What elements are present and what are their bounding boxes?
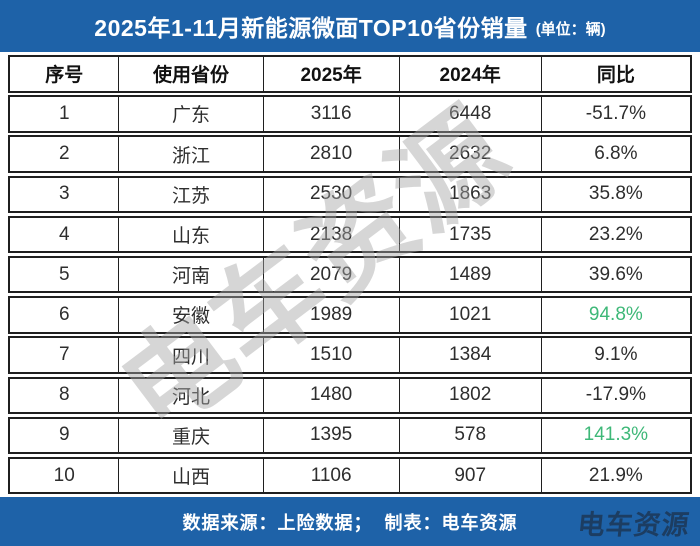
table-row: 9 重庆 1395 578 141.3% [8,416,692,455]
header-cell-3: 2024年 [400,57,542,91]
cell-yoy: 6.8% [594,143,638,165]
cell-y2025: 1480 [264,378,400,412]
cell-y2025: 2530 [264,177,400,212]
cell-yoy: 9.1% [594,344,638,366]
cell-rank: 10 [10,458,120,493]
cell-province: 浙江 [119,137,264,171]
cell-yoy: -17.9% [585,384,646,406]
table-row: 5 河南 2079 1489 39.6% [8,255,692,294]
cell-rank: 9 [10,418,120,453]
cell-y2025: 2810 [264,137,400,171]
page-title: 2025年1-11月新能源微面TOP10省份销量 [94,15,528,41]
cell-rank: 3 [10,177,120,212]
cell-yoy: 21.9% [588,464,643,486]
header-cell-2: 2025年 [264,57,400,91]
cell-yoy: -51.7% [585,102,646,124]
cell-y2024: 907 [400,458,542,493]
cell-y2025: 1989 [264,298,400,332]
cell-y2025: 1510 [264,338,400,372]
cell-yoy: 39.6% [588,263,643,285]
table-row: 8 河北 1480 1802 -17.9% [8,376,692,414]
cell-yoy: 94.8% [588,303,643,325]
cell-rank: 4 [10,217,120,252]
title-unit: (单位：辆) [535,20,606,38]
cell-province: 安徽 [119,298,264,332]
table-row: 6 安徽 1989 1021 94.8% [8,296,692,334]
table-header-row: 序号 使用省份 2025年 2024年 同比 [8,55,692,93]
footer-banner: 数据来源：上险数据； 制表：电车资源 电车资源 [0,497,700,546]
table-row: 4 山东 2138 1735 23.2% [8,215,692,254]
cell-y2024: 1802 [400,378,542,412]
cell-rank: 8 [10,378,120,412]
cell-rank: 1 [10,97,120,131]
header-cell-0: 序号 [10,57,120,91]
cell-y2025: 1106 [264,458,400,493]
cell-y2024: 1735 [400,217,542,252]
table-row: 2 浙江 2810 2632 6.8% [8,135,692,173]
cell-province: 广东 [119,97,264,131]
cell-province: 河南 [119,257,264,292]
cell-yoy: 23.2% [588,223,643,245]
cell-y2024: 1863 [400,177,542,212]
sales-table: 序号 使用省份 2025年 2024年 同比 1 广东 3116 6448 -51.7% 2 浙江 2… [8,55,692,495]
cell-y2025: 3116 [264,97,400,131]
cell-province: 四川 [119,338,264,372]
cell-province: 山东 [119,217,264,252]
cell-rank: 6 [10,298,120,332]
cell-rank: 7 [10,338,120,372]
title-banner: 2025年1-11月新能源微面TOP10省份销量 (单位：辆) [0,0,700,52]
table-row: 1 广东 3116 6448 -51.7% [8,95,692,133]
cell-province: 山西 [119,458,264,493]
cell-y2024: 1489 [400,257,542,292]
cell-y2024: 1021 [400,298,542,332]
cell-rank: 5 [10,257,120,292]
cell-y2024: 6448 [400,97,542,131]
cell-y2025: 1395 [264,418,400,453]
cell-y2024: 578 [400,418,542,453]
footer-brand-logo: 电车资源 [576,510,692,540]
header-cell-1: 使用省份 [119,57,264,91]
cell-y2025: 2079 [264,257,400,292]
cell-yoy: 141.3% [583,424,649,446]
table-row: 7 四川 1510 1384 9.1% [8,336,692,374]
cell-y2024: 1384 [400,338,542,372]
cell-province: 江苏 [119,177,264,212]
table-row: 10 山西 1106 907 21.9% [8,456,692,495]
cell-yoy: 35.8% [588,183,643,205]
cell-y2025: 2138 [264,217,400,252]
table-body: 1 广东 3116 6448 -51.7% 2 浙江 2810 2632 6.8% 3 江苏 2530 1… [8,95,692,495]
cell-y2024: 2632 [400,137,542,171]
cell-province: 重庆 [119,418,264,453]
cell-rank: 2 [10,137,120,171]
header-cell-4: 同比 [596,65,635,87]
cell-province: 河北 [119,378,264,412]
footer-source-text: 数据来源：上险数据； 制表：电车资源 [182,512,518,533]
table-row: 3 江苏 2530 1863 35.8% [8,175,692,214]
